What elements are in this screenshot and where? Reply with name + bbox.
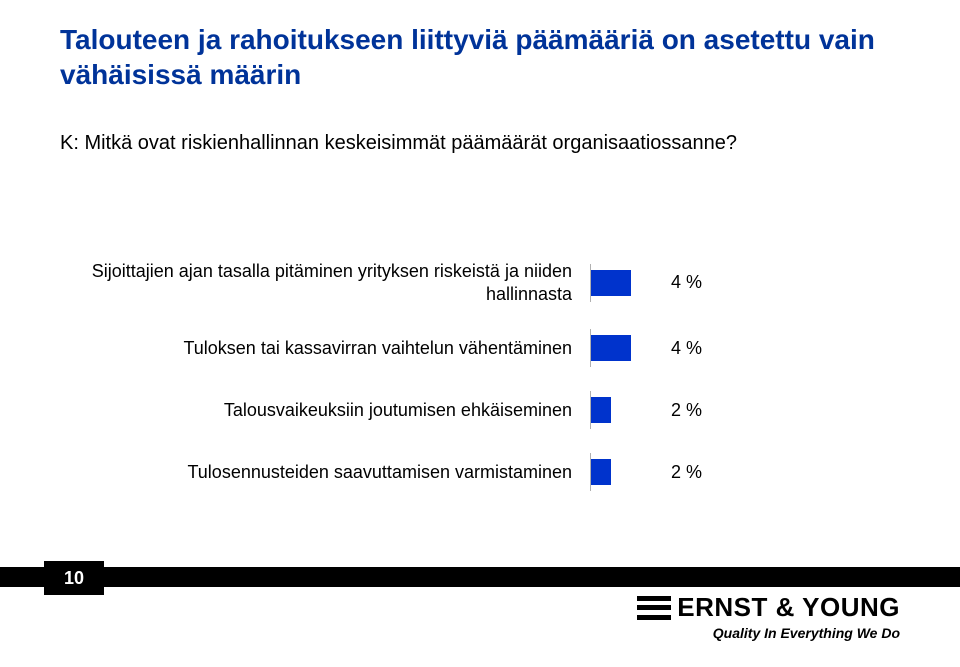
chart-bar	[591, 459, 611, 485]
chart-bar	[591, 270, 631, 296]
chart-bar-area	[590, 391, 661, 429]
chart-value-label: 4 %	[661, 338, 702, 359]
chart-value-label: 2 %	[661, 400, 702, 421]
logo-name: ERNST & YOUNG	[677, 592, 900, 623]
chart-bar-area	[590, 453, 661, 491]
chart-row: Sijoittajien ajan tasalla pitäminen yrit…	[60, 260, 900, 305]
chart-row: Tulosennusteiden saavuttamisen varmistam…	[60, 453, 900, 491]
chart-bar-area	[590, 329, 661, 367]
bar-chart: Sijoittajien ajan tasalla pitäminen yrit…	[60, 260, 900, 515]
chart-row: Talousvaikeuksiin joutumisen ehkäisemine…	[60, 391, 900, 429]
slide-title: Talouteen ja rahoitukseen liittyviä pääm…	[60, 22, 900, 92]
chart-row-label: Tuloksen tai kassavirran vaihtelun vähen…	[60, 337, 590, 360]
footer-bar	[0, 567, 960, 587]
chart-bar	[591, 397, 611, 423]
slide: Talouteen ja rahoitukseen liittyviä pääm…	[0, 0, 960, 667]
chart-row-label: Sijoittajien ajan tasalla pitäminen yrit…	[60, 260, 590, 305]
logo-tagline: Quality In Everything We Do	[637, 625, 900, 641]
page-number: 10	[44, 561, 104, 595]
logo-mark-icon	[637, 594, 671, 622]
chart-bar-area	[590, 264, 661, 302]
logo: ERNST & YOUNG Quality In Everything We D…	[637, 592, 900, 641]
chart-value-label: 4 %	[661, 272, 702, 293]
chart-row: Tuloksen tai kassavirran vaihtelun vähen…	[60, 329, 900, 367]
chart-value-label: 2 %	[661, 462, 702, 483]
chart-row-label: Talousvaikeuksiin joutumisen ehkäisemine…	[60, 399, 590, 422]
slide-subtitle: K: Mitkä ovat riskienhallinnan keskeisim…	[60, 130, 900, 156]
logo-top: ERNST & YOUNG	[637, 592, 900, 623]
chart-bar	[591, 335, 631, 361]
chart-row-label: Tulosennusteiden saavuttamisen varmistam…	[60, 461, 590, 484]
